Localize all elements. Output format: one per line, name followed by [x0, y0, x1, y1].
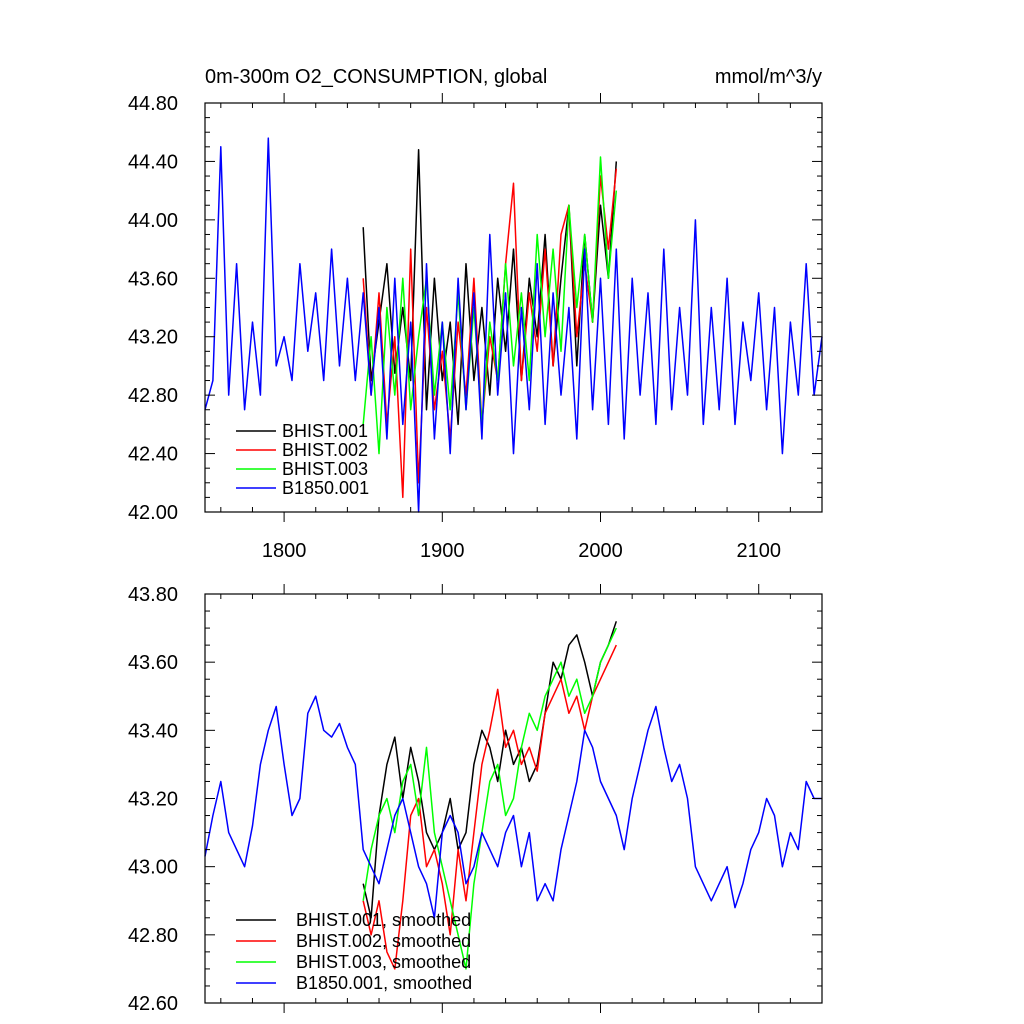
- y-tick-label: 43.60: [128, 652, 178, 674]
- legend-label: BHIST.001, smoothed: [296, 910, 471, 930]
- y-tick-label: 43.60: [128, 268, 178, 290]
- legend-label: B1850.001: [282, 478, 369, 498]
- x-tick-label: 1800: [262, 540, 307, 562]
- y-tick-label: 42.80: [128, 385, 178, 407]
- chart-units: mmol/m^3/y: [715, 66, 822, 88]
- series-line-3: [362, 156, 618, 455]
- legend-label: BHIST.002: [282, 440, 368, 460]
- chart-title: 0m-300m O2_CONSUMPTION, global: [205, 66, 547, 88]
- x-tick-label: 1900: [420, 540, 465, 562]
- legend-label: BHIST.003, smoothed: [296, 952, 471, 972]
- y-tick-label: 42.80: [128, 925, 178, 947]
- series-line-4: [204, 137, 823, 513]
- y-tick-label: 44.80: [128, 93, 178, 115]
- legend-label: BHIST.003: [282, 459, 368, 479]
- y-tick-label: 43.20: [128, 789, 178, 811]
- series-line-2: [362, 644, 617, 970]
- legend-label: BHIST.001: [282, 421, 368, 441]
- y-tick-label: 43.20: [128, 327, 178, 349]
- y-tick-label: 43.40: [128, 720, 178, 742]
- series-line-1: [362, 621, 618, 919]
- x-tick-label: 2000: [578, 540, 623, 562]
- y-tick-label: 44.00: [128, 210, 178, 232]
- x-tick-label: 2100: [736, 540, 781, 562]
- legend-label: B1850.001, smoothed: [296, 973, 472, 993]
- legend-label: BHIST.002, smoothed: [296, 931, 471, 951]
- y-tick-label: 42.40: [128, 444, 178, 466]
- top-panel: 42.00 42.40 42.80 43.20 43.60 44.00 44.40 44.80…: [128, 93, 823, 562]
- bottom-panel: 42.60 42.80 43.00 43.20 43.40 43.60 43.80 BHIST…: [128, 584, 823, 1015]
- series-line-3: [362, 627, 617, 970]
- series-line-2: [362, 168, 618, 499]
- y-tick-label: 42.60: [128, 993, 178, 1015]
- y-tick-label: 43.80: [128, 584, 178, 606]
- y-tick-label: 43.00: [128, 857, 178, 879]
- y-tick-label: 42.00: [128, 502, 178, 524]
- y-tick-label: 44.40: [128, 151, 178, 173]
- series-line-4: [204, 695, 822, 919]
